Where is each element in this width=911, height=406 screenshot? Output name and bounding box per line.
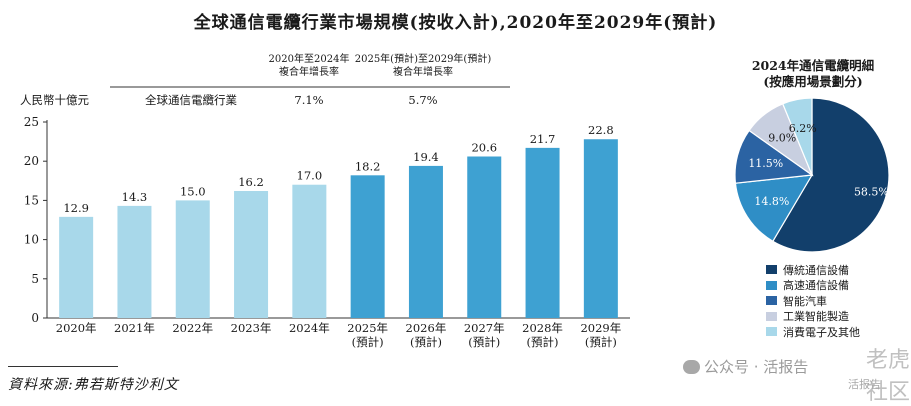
wechat-icon	[683, 360, 700, 374]
legend-item: 消費電子及其他	[766, 324, 860, 340]
pie-chart: 2024年通信電纜明細(按應用場景劃分) 58.5% 14.8% 11.5% 9.0%…	[734, 58, 890, 253]
bar	[234, 190, 269, 318]
legend-swatch	[766, 296, 777, 306]
x-tick-label: (預計)	[352, 335, 384, 349]
bar-value-label: 21.7	[530, 132, 556, 146]
pie-slice	[771, 97, 890, 253]
pie-title-line: 2024年通信電纜明細	[752, 58, 874, 73]
x-tick-label: 2027年	[464, 321, 505, 335]
pie-value-label: 58.5%	[854, 185, 889, 198]
source-note: 資料來源:弗若斯特沙利文	[8, 377, 179, 393]
bar	[292, 184, 327, 318]
bar	[525, 147, 560, 318]
pie-legend: 傳統通信設備 高速通信設備 智能汽車工業智能製造 消費電子及其他	[766, 262, 860, 340]
y-tick-label: 5	[31, 272, 39, 286]
legend-item: 智能汽車	[766, 293, 860, 309]
pie-value-label: 6.2%	[789, 122, 817, 135]
cagr-header-2: 複合年增長率	[393, 65, 453, 78]
bar	[350, 175, 385, 318]
x-tick-label: (預計)	[468, 335, 500, 349]
y-tick-label: 0	[31, 311, 39, 325]
bar	[117, 205, 152, 318]
cagr-value-1: 7.1%	[294, 93, 323, 107]
x-tick-label: 2023年	[231, 321, 272, 335]
axes: 人民幣十億元 0 5 10 15 20 25	[20, 93, 630, 325]
y-axis-label: 人民幣十億元	[20, 93, 89, 107]
chart-title: 全球通信電纜行業市場規模(按收入計),2020年至2029年(預計)	[193, 13, 718, 33]
bar	[175, 200, 210, 318]
legend-item: 傳統通信設備	[766, 262, 860, 278]
pie-value-label: 9.0%	[768, 132, 796, 145]
bar-value-label: 20.6	[471, 140, 497, 154]
legend-label: 消費電子及其他	[783, 325, 860, 339]
x-tick-label: 2025年	[347, 321, 388, 335]
y-tick-label: 10	[24, 233, 39, 247]
bar-value-label: 17.0	[297, 169, 323, 183]
y-tick-label: 25	[24, 115, 39, 129]
x-tick-label: 2021年	[114, 321, 155, 335]
cagr-row-label: 全球通信電纜行業	[145, 93, 237, 107]
pie-title-line: (按應用場景劃分)	[763, 74, 862, 89]
y-tick-label: 15	[24, 193, 39, 207]
pie-slice	[781, 97, 813, 176]
cagr-table: 2020年至2024年複合年增長率2025年(預計)至2029年(預計)複合年增…	[110, 52, 510, 107]
x-tick-label: (預計)	[585, 335, 617, 349]
x-tick-label: 2029年	[580, 321, 621, 335]
bar-chart: 2020年至2024年複合年增長率2025年(預計)至2029年(預計)複合年增…	[20, 52, 630, 349]
legend-swatch	[766, 311, 777, 321]
pie-slices: 58.5% 14.8% 11.5% 9.0%6.2%	[734, 97, 890, 253]
x-tick-label: 2026年	[406, 321, 447, 335]
x-tick-label: (預計)	[410, 335, 442, 349]
cagr-header-2: 2025年(預計)至2029年(預計)	[355, 52, 492, 65]
legend-label: 工業智能製造	[783, 310, 849, 324]
bar	[467, 156, 502, 318]
x-tick-label: 2024年	[289, 321, 330, 335]
watermark-logo: 老虎社区	[866, 348, 911, 405]
legend-label: 智能汽車	[783, 294, 827, 308]
legend-label: 傳統通信設備	[783, 263, 849, 277]
bars: 12.9 2020年 14.3 2021年 15.0 2022年 16.2 2023年 17.0…	[56, 123, 621, 349]
legend-item: 高速通信設備	[766, 278, 860, 294]
x-tick-label: (預計)	[527, 335, 559, 349]
bar-value-label: 22.8	[588, 123, 614, 137]
bar	[408, 165, 443, 318]
bar-value-label: 15.0	[180, 184, 206, 198]
cagr-header-1: 2020年至2024年	[269, 52, 350, 65]
watermark-text: 公众号 · 活报告	[704, 358, 809, 376]
bar-value-label: 14.3	[122, 190, 148, 204]
bar	[59, 216, 94, 318]
legend-swatch	[766, 265, 777, 275]
watermark: 公众号 · 活报告	[683, 356, 808, 377]
legend-swatch	[766, 327, 777, 337]
cagr-header-1: 複合年增長率	[279, 65, 339, 78]
bar-value-label: 18.2	[355, 159, 381, 173]
cagr-value-2: 5.7%	[408, 93, 437, 107]
x-tick-label: 2022年	[172, 321, 213, 335]
pie-value-label: 14.8%	[754, 195, 789, 208]
source-divider	[8, 366, 118, 367]
x-tick-label: 2020年	[56, 321, 97, 335]
y-tick-label: 20	[24, 154, 39, 168]
bar-value-label: 16.2	[238, 175, 264, 189]
legend-label: 高速通信設備	[783, 279, 849, 293]
bar-value-label: 12.9	[63, 201, 89, 215]
bar-value-label: 19.4	[413, 150, 439, 164]
pie-value-label: 11.5%	[748, 157, 783, 170]
pie-slice	[734, 174, 814, 243]
legend-swatch	[766, 280, 777, 290]
watermark-sub: 活报告	[848, 378, 881, 391]
x-tick-label: 2028年	[522, 321, 563, 335]
pie-title: 2024年通信電纜明細(按應用場景劃分)	[752, 58, 874, 89]
bar	[583, 139, 618, 318]
legend-item: 工業智能製造	[766, 309, 860, 325]
